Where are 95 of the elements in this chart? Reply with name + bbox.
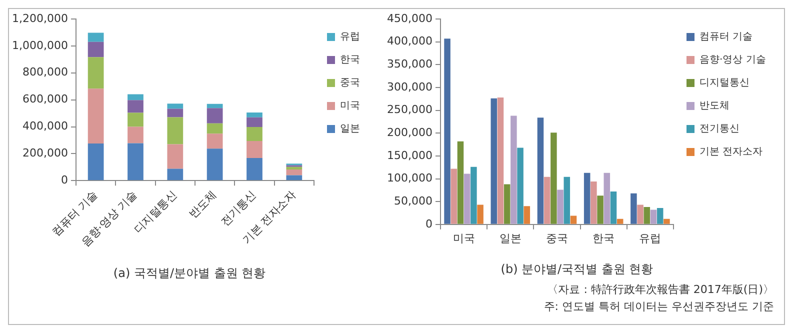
bar xyxy=(206,123,223,134)
bar xyxy=(246,141,262,158)
bar xyxy=(637,204,644,224)
bar xyxy=(584,172,590,224)
bar xyxy=(128,112,144,127)
bar xyxy=(444,38,450,224)
bar xyxy=(246,127,262,142)
bar xyxy=(167,104,184,109)
y-tick-label: 150,000 xyxy=(386,148,432,162)
bar xyxy=(128,94,144,100)
bar xyxy=(550,132,557,224)
bar xyxy=(544,176,550,224)
x-tick-label: 한국 xyxy=(592,232,615,245)
y-tick-label: 400,000 xyxy=(386,34,432,48)
legend-label: 중국 xyxy=(340,78,360,89)
legend-label: 미국 xyxy=(340,100,360,112)
bar xyxy=(450,168,458,224)
bar xyxy=(167,108,184,118)
bar xyxy=(497,98,504,224)
legend-label: 전기통신 xyxy=(700,124,740,135)
bar xyxy=(510,116,517,224)
bar xyxy=(128,143,144,180)
legend-label: 유럽 xyxy=(340,32,360,43)
y-tick-label: 450,000 xyxy=(386,12,432,25)
bar xyxy=(464,174,470,224)
y-tick-label: 0 xyxy=(60,174,68,187)
bar xyxy=(524,206,530,224)
y-tick-label: 200,000 xyxy=(386,126,432,139)
bar xyxy=(477,204,484,224)
bar xyxy=(616,218,624,224)
bar xyxy=(490,98,498,224)
y-tick-label: 50,000 xyxy=(394,194,432,208)
y-tick-label: 800,000 xyxy=(22,66,68,79)
legend-label: 반도체 xyxy=(700,100,730,112)
bar xyxy=(246,158,262,180)
bar xyxy=(167,168,184,180)
legend-label: 음향·영상 기술 xyxy=(700,54,766,66)
y-tick-label: 200,000 xyxy=(22,146,68,160)
text: 주: 연도별 특허 데이터는 우선권주장년도 기준 xyxy=(542,299,774,315)
bar xyxy=(88,32,104,42)
y-tick-label: 100,000 xyxy=(386,172,432,185)
bar xyxy=(597,196,604,224)
bar xyxy=(206,104,223,108)
bar xyxy=(246,112,262,118)
bar xyxy=(286,169,302,176)
bar xyxy=(88,57,104,89)
y-tick-label: 0 xyxy=(425,217,432,230)
legend-label: 기본 전자소자 xyxy=(700,146,763,158)
legend-label: 한국 xyxy=(340,54,360,66)
y-tick-label: 300,000 xyxy=(386,80,432,94)
y-tick-label: 600,000 xyxy=(22,92,68,106)
bar xyxy=(664,218,670,224)
bar xyxy=(570,216,577,224)
bar xyxy=(167,117,184,144)
bar xyxy=(88,143,104,180)
x-tick-label: 일본 xyxy=(499,232,522,245)
text: (b) 분야별/국적별 출원 현황 xyxy=(500,262,654,276)
legend-label: 디지털통신 xyxy=(700,78,750,89)
bar xyxy=(88,88,104,144)
legend-label: 일본 xyxy=(340,124,360,135)
bar xyxy=(656,208,664,224)
bar xyxy=(167,144,184,169)
bar xyxy=(610,192,617,224)
bar xyxy=(88,42,104,58)
bar xyxy=(206,108,223,124)
y-tick-label: 250,000 xyxy=(386,103,432,116)
bar xyxy=(564,176,570,224)
bar xyxy=(128,100,144,113)
bar xyxy=(517,148,524,224)
bar xyxy=(630,193,637,224)
bar xyxy=(504,184,510,224)
bar xyxy=(590,181,597,224)
bar xyxy=(286,175,302,180)
bar xyxy=(286,166,302,170)
bar xyxy=(457,141,464,224)
y-tick-label: 350,000 xyxy=(386,58,432,71)
x-tick-label: 중국 xyxy=(546,232,568,245)
legend-label: 컴퓨터 기술 xyxy=(700,32,753,43)
y-tick-label: 400,000 xyxy=(22,120,68,133)
bar xyxy=(206,134,223,149)
bar xyxy=(246,117,262,128)
bar xyxy=(557,190,564,224)
bar xyxy=(206,148,223,180)
x-tick-label: 미국 xyxy=(452,232,475,245)
y-tick-label: 1,200,000 xyxy=(12,12,68,25)
text: 〈자료 : 特許行政年次報告書 2017年版(日)〉 xyxy=(546,282,774,298)
bar xyxy=(128,126,144,144)
bar xyxy=(644,207,650,224)
bar xyxy=(604,172,610,224)
x-tick-label: 유럽 xyxy=(639,232,662,245)
bar xyxy=(537,118,544,224)
text: (a) 국적별/분야별 출원 현황 xyxy=(113,266,266,280)
bar xyxy=(470,166,477,224)
bar xyxy=(650,210,657,224)
y-tick-label: 1,000,000 xyxy=(12,38,68,52)
